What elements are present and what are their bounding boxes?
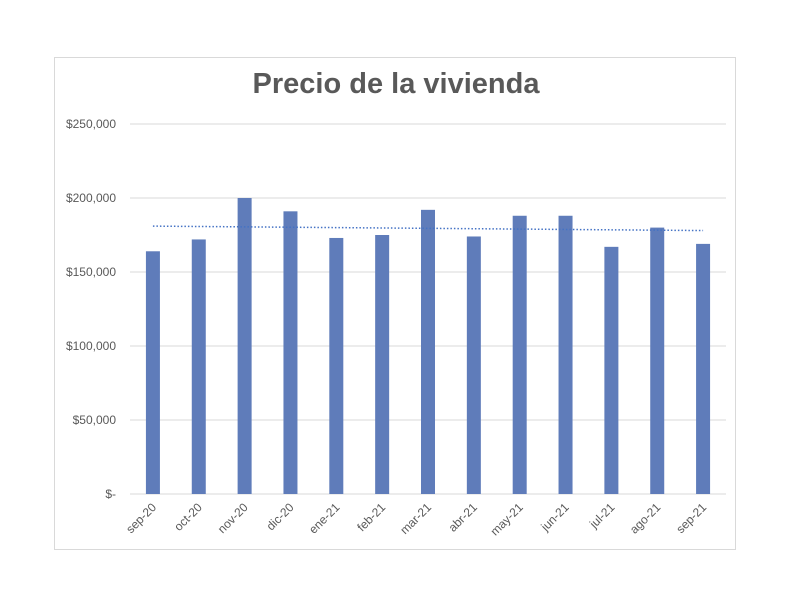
bar	[558, 215, 573, 494]
y-tick-label: $250,000	[66, 117, 116, 131]
x-tick-label: ago-21	[627, 500, 664, 537]
bar	[237, 198, 252, 494]
x-tick-label: nov-20	[215, 500, 251, 536]
y-tick-label: $100,000	[66, 339, 116, 353]
y-tick-label: $150,000	[66, 265, 116, 279]
x-tick-label: feb-21	[354, 500, 388, 534]
y-tick-label: $-	[105, 487, 116, 501]
x-tick-label: jul-21	[586, 500, 618, 532]
x-tick-label: jun-21	[537, 500, 571, 534]
bar	[329, 237, 344, 494]
x-tick-label: sep-20	[123, 500, 159, 536]
bar	[650, 227, 665, 494]
chart-title: Precio de la vivienda	[252, 68, 540, 100]
x-tick-label: dic-20	[264, 500, 297, 533]
y-tick-label: $200,000	[66, 191, 116, 205]
x-tick-label: ene-21	[306, 500, 343, 537]
bar	[604, 246, 619, 494]
bar	[696, 243, 711, 494]
trendline	[152, 225, 704, 232]
x-tick-label: sep-21	[673, 500, 709, 536]
bar	[421, 209, 435, 494]
x-tick-label: mar-21	[397, 500, 434, 537]
x-tick-label: oct-20	[171, 500, 205, 534]
x-tick-label: may-21	[488, 500, 526, 538]
bar	[145, 251, 160, 494]
bar	[375, 235, 390, 494]
y-tick-label: $50,000	[73, 413, 117, 427]
bar	[466, 236, 481, 495]
bar	[512, 215, 527, 494]
bar	[283, 211, 298, 494]
chart-area	[54, 57, 736, 550]
bar	[191, 239, 206, 494]
x-tick-label: abr-21	[446, 500, 481, 535]
